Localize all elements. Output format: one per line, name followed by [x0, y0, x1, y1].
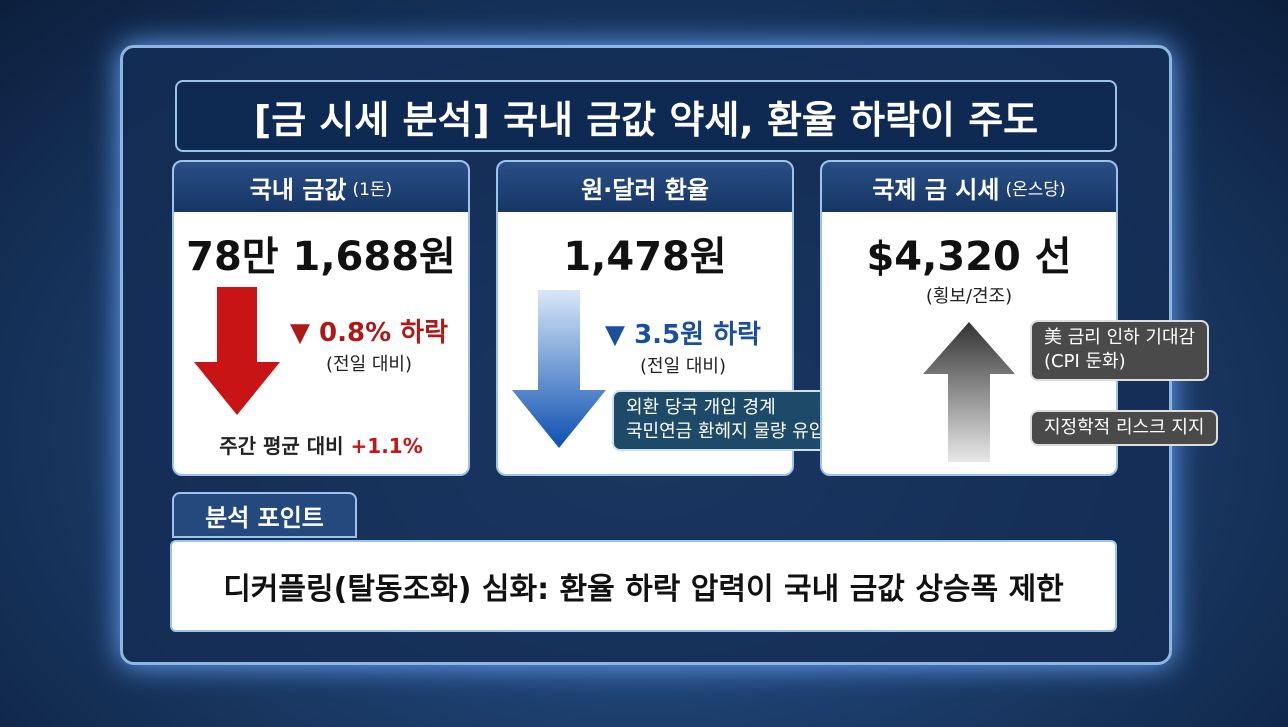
change: ▼ 3.5원 하락 [605, 320, 761, 350]
header-note: (온스당) [1005, 179, 1066, 200]
value: 78만 1,688원 [186, 234, 456, 280]
down-arrow [194, 287, 280, 415]
callout: 지정학적 리스크 지지 [1030, 410, 1219, 447]
analysis-label: 분석 포인트 [172, 492, 357, 538]
value: 1,478원 [563, 234, 727, 280]
header-note: (1돈) [352, 179, 393, 200]
card-header: 국내 금값 (1돈) [174, 162, 468, 212]
down-arrow [512, 290, 606, 448]
callout-line: (CPI 둔화) [1044, 351, 1126, 373]
header-text: 원·달러 환율 [581, 175, 709, 204]
card-domestic-gold: 국내 금값 (1돈) 78만 1,688원 ▼ 0.8% 하락 (전일 대비) 주… [172, 160, 470, 476]
card-header: 원·달러 환율 [498, 162, 792, 212]
footer: 주간 평균 대비 [219, 434, 344, 458]
header-text: 국제 금 시세 [872, 175, 1000, 204]
change: ▼ 0.8% 하락 [289, 318, 449, 348]
title: [금 시세 분석] 국내 금값 약세, 환율 하락이 주도 [175, 80, 1117, 152]
change-note: (전일 대비) [325, 354, 412, 375]
analysis-text: 디커플링(탈동조화) 심화: 환율 하락 압력이 국내 금값 상승폭 제한 [170, 540, 1117, 632]
callout-line: 외환 당국 개입 경계 [626, 397, 776, 418]
value-note: (횡보/견조) [925, 286, 1013, 307]
up-arrow [923, 322, 1015, 462]
value: $4,320 선 [866, 234, 1072, 280]
callout: 美 금리 인하 기대감 (CPI 둔화) [1030, 320, 1210, 381]
change-note: (전일 대비) [639, 356, 726, 377]
callout-line: 美 금리 인하 기대감 [1044, 327, 1196, 348]
card-header: 국제 금 시세 (온스당) [822, 162, 1116, 212]
header-text: 국내 금값 [249, 175, 347, 204]
callout-line: 국민연금 환헤지 물량 유입 [626, 421, 826, 443]
callout-line: 지정학적 리스크 지지 [1044, 417, 1205, 438]
footer-change: +1.1% [350, 434, 423, 458]
